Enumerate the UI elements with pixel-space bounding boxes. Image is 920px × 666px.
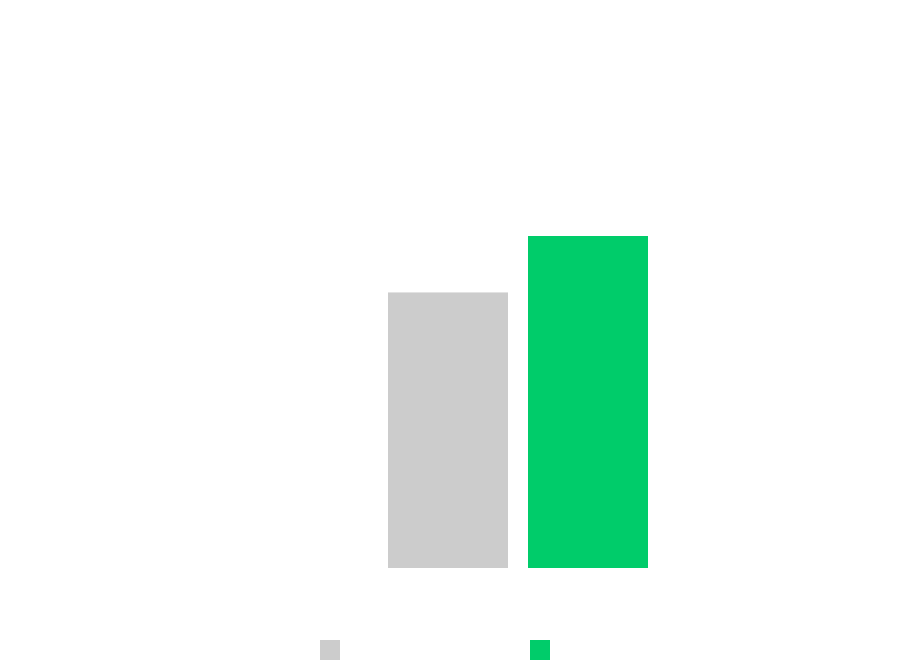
legend-swatch-1 — [320, 640, 340, 660]
bar-1 — [388, 292, 508, 568]
bars-group — [388, 236, 648, 568]
legend-swatch-2 — [530, 640, 550, 660]
bar-2 — [528, 236, 648, 568]
legend — [320, 640, 550, 660]
